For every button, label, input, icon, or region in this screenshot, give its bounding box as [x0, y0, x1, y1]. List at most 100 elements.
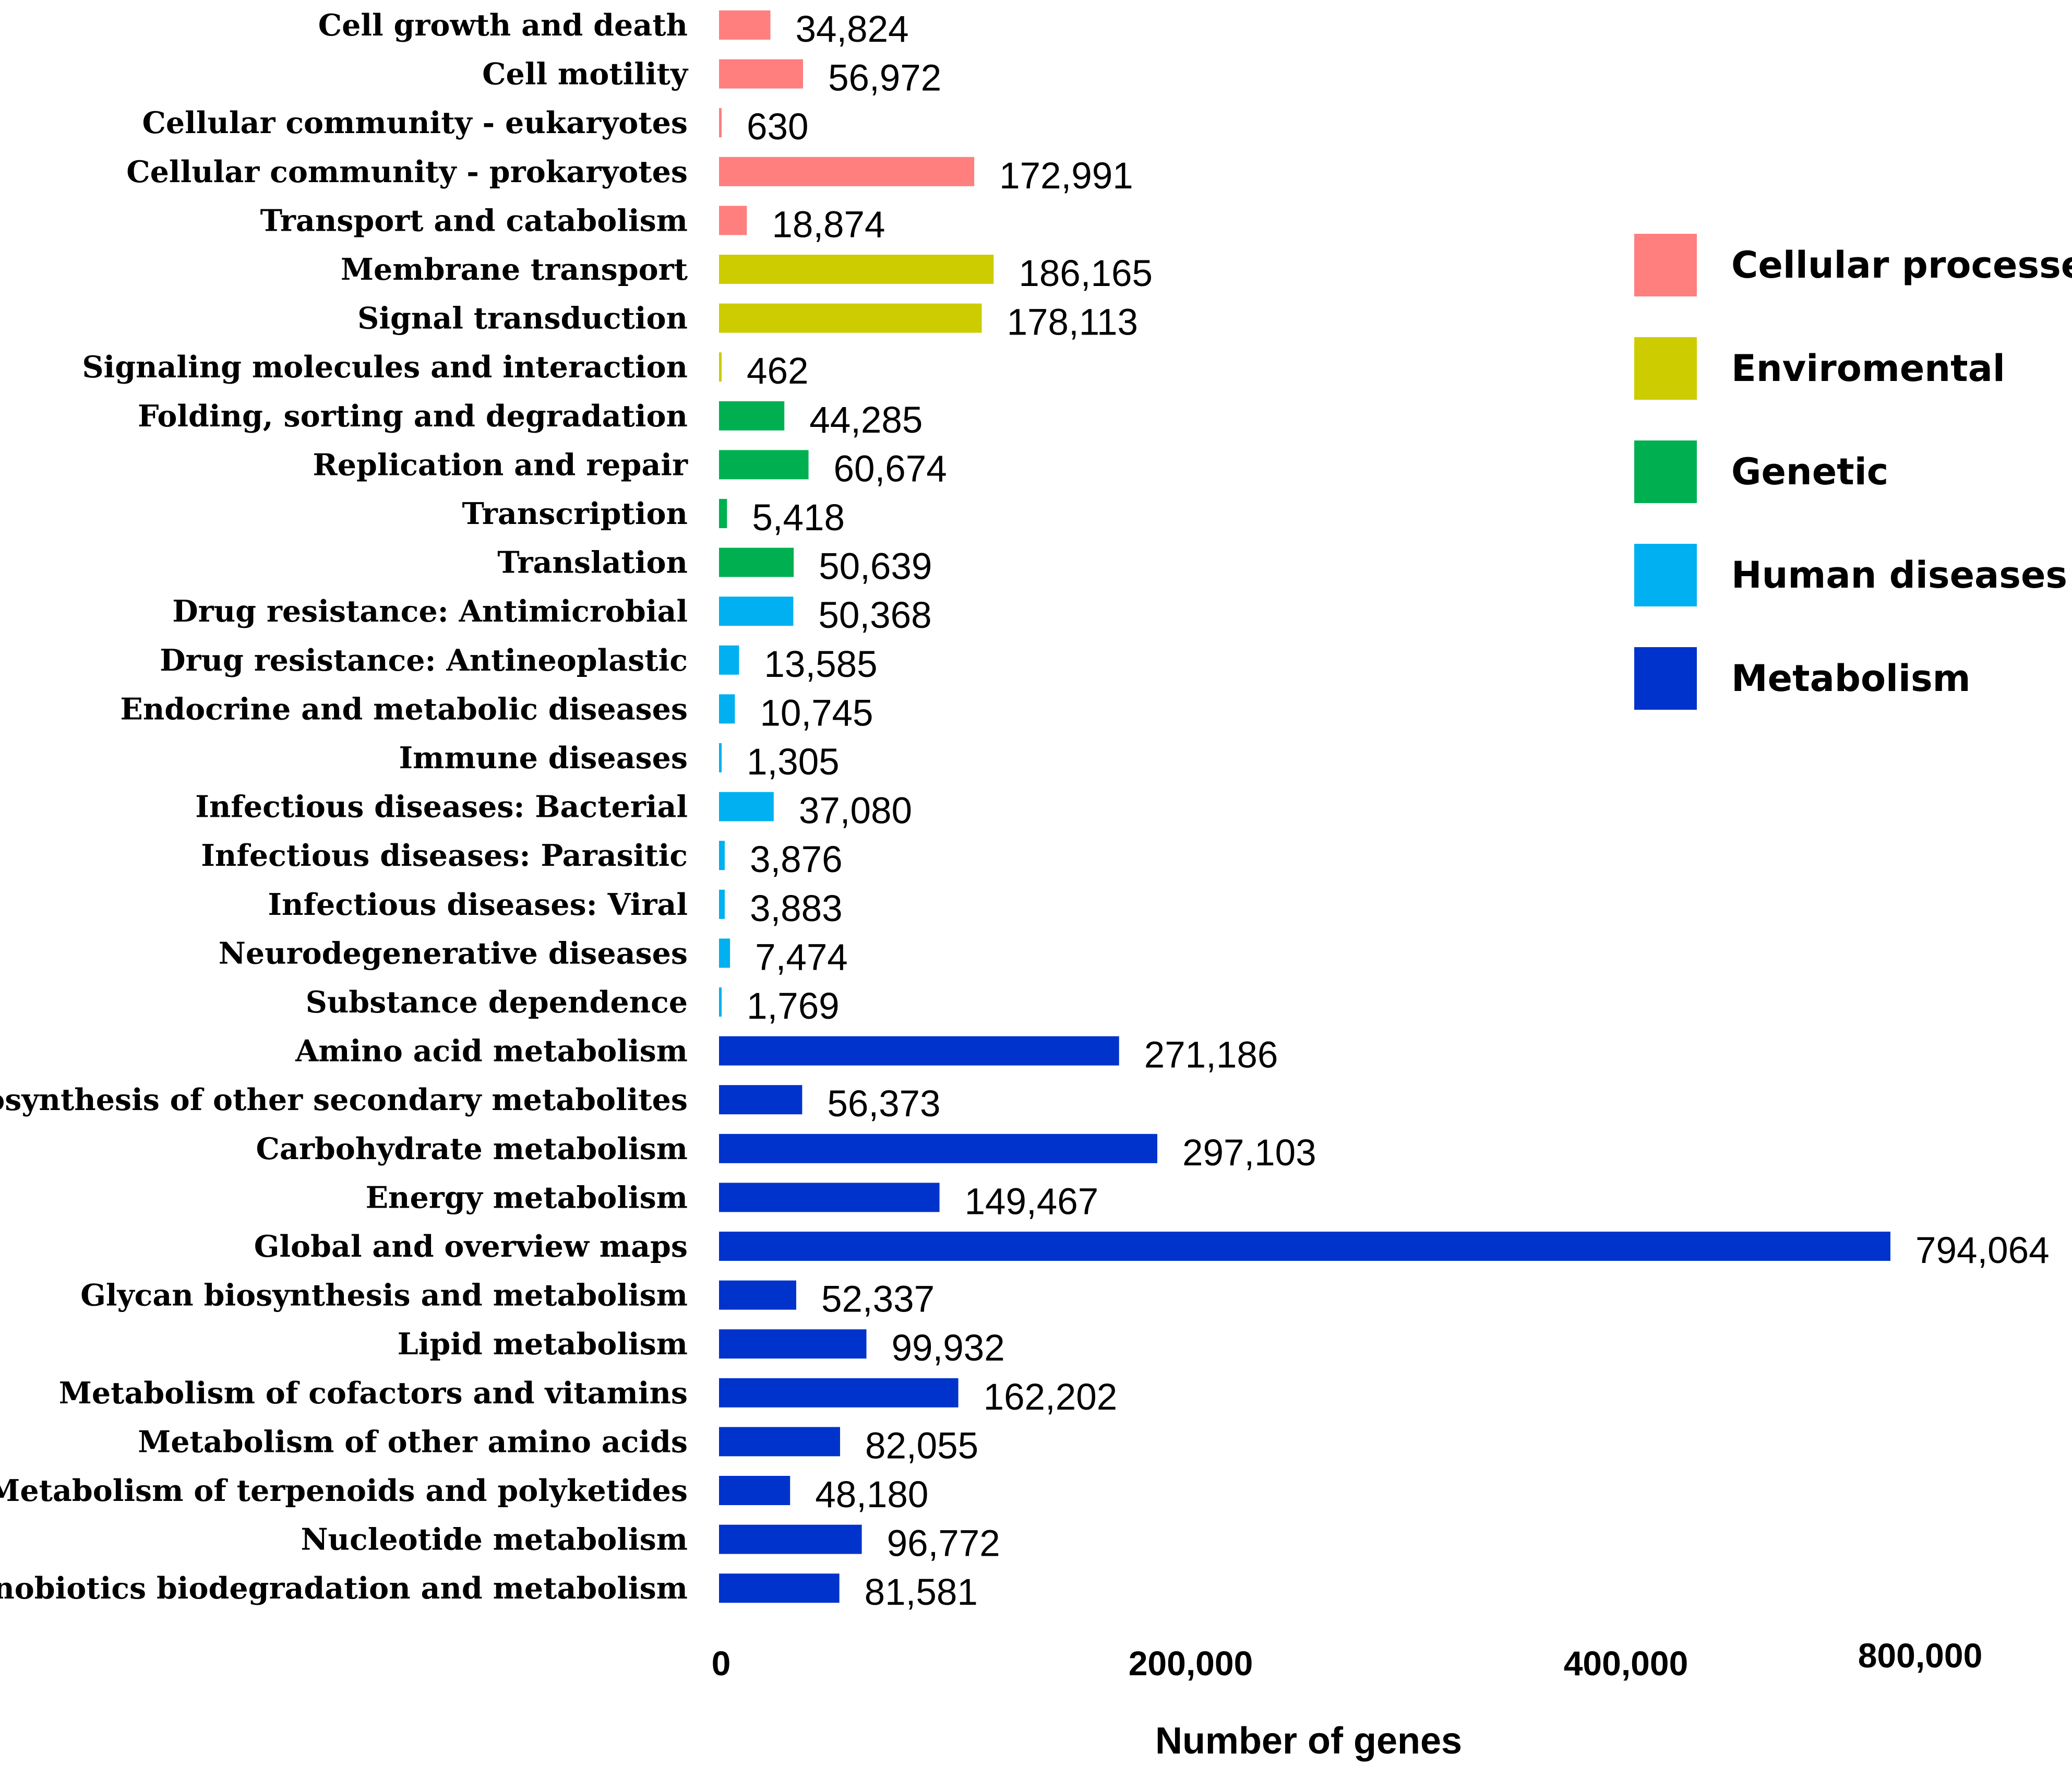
category-label-infectious-diseases-parasitic: Infectious diseases: Parasitic — [201, 838, 688, 873]
bar-glycan-biosynthesis-and-metabolism — [719, 1280, 796, 1310]
bar-infectious-diseases-viral — [719, 889, 725, 919]
x-tick-label: 200,000 — [1129, 1644, 1253, 1683]
legend-swatch-human-diseases — [1634, 544, 1697, 606]
bar-endocrine-and-metabolic-diseases — [719, 694, 735, 724]
category-label-metabolism-of-cofactors-and-vitamins: Metabolism of cofactors and vitamins — [59, 1376, 688, 1411]
x-tick-label: 0 — [712, 1644, 731, 1683]
legend-swatch-genetic — [1634, 440, 1697, 503]
category-label-xenobiotics-biodegradation-and-metabolism: Xenobiotics biodegradation and metabolis… — [0, 1571, 688, 1606]
category-label-substance-dependence: Substance dependence — [306, 985, 688, 1020]
value-label-infectious-diseases-viral: 3,883 — [750, 888, 843, 929]
value-label-metabolism-of-other-amino-acids: 82,055 — [865, 1425, 978, 1466]
bar-signaling-molecules-and-interaction — [719, 352, 722, 382]
value-label-nucleotide-metabolism: 96,772 — [887, 1523, 1000, 1565]
value-label-glycan-biosynthesis-and-metabolism: 52,337 — [821, 1279, 935, 1320]
value-label-folding-sorting-and-degradation: 44,285 — [809, 400, 923, 441]
value-label-neurodegenerative-diseases: 7,474 — [755, 937, 848, 978]
bar-replication-and-repair — [719, 450, 809, 480]
bar-cell-motility — [719, 59, 804, 89]
category-label-drug-resistance-antineoplastic: Drug resistance: Antineoplastic — [160, 643, 688, 678]
value-label-transport-and-catabolism: 18,874 — [772, 204, 885, 245]
category-label-translation: Translation — [497, 545, 688, 580]
bar-cell-growth-and-death — [719, 10, 771, 40]
value-label-infectious-diseases-parasitic: 3,876 — [750, 839, 843, 880]
legend-swatch-enviromental — [1634, 337, 1697, 400]
value-label-carbohydrate-metabolism: 297,103 — [1182, 1132, 1316, 1174]
bar-transport-and-catabolism — [719, 206, 747, 235]
category-label-endocrine-and-metabolic-diseases: Endocrine and metabolic diseases — [120, 691, 688, 726]
bar-carbohydrate-metabolism — [719, 1134, 1157, 1163]
value-label-endocrine-and-metabolic-diseases: 10,745 — [760, 693, 873, 734]
legend-swatch-cellular-processes — [1634, 234, 1697, 296]
category-label-cell-growth-and-death: Cell growth and death — [318, 8, 688, 43]
category-label-drug-resistance-antimicrobial: Drug resistance: Antimicrobial — [172, 594, 688, 629]
bar-biosynthesis-of-other-secondary-metabolites — [719, 1085, 803, 1115]
bar-drug-resistance-antimicrobial — [719, 597, 794, 626]
value-label-drug-resistance-antineoplastic: 13,585 — [764, 644, 877, 685]
category-label-amino-acid-metabolism: Amino acid metabolism — [295, 1034, 688, 1069]
value-label-translation: 50,639 — [819, 546, 932, 588]
bar-metabolism-of-cofactors-and-vitamins — [719, 1378, 959, 1408]
bar-drug-resistance-antineoplastic — [719, 645, 739, 675]
category-label-signaling-molecules-and-interaction: Signaling molecules and interaction — [82, 350, 688, 385]
x-tick-label: 400,000 — [1564, 1644, 1688, 1683]
value-label-infectious-diseases-bacterial: 37,080 — [799, 791, 912, 832]
bar-neurodegenerative-diseases — [719, 938, 730, 968]
bar-signal-transduction — [719, 303, 982, 333]
category-label-biosynthesis-of-other-secondary-metabolites: Biosynthesis of other secondary metaboli… — [0, 1082, 688, 1117]
category-label-neurodegenerative-diseases: Neurodegenerative diseases — [219, 936, 688, 971]
legend-label-genetic: Genetic — [1731, 450, 1888, 493]
category-label-folding-sorting-and-degradation: Folding, sorting and degradation — [138, 399, 688, 434]
value-label-drug-resistance-antimicrobial: 50,368 — [818, 595, 931, 636]
bar-global-and-overview-maps — [719, 1232, 1890, 1261]
bar-immune-diseases — [719, 743, 722, 772]
legend-label-human-diseases: Human diseases — [1731, 554, 2067, 597]
bar-cellular-community-prokaryotes — [719, 157, 975, 186]
category-label-carbohydrate-metabolism: Carbohydrate metabolism — [256, 1131, 688, 1166]
bar-energy-metabolism — [719, 1183, 940, 1212]
legend-swatch-metabolism — [1634, 647, 1697, 710]
value-label-signaling-molecules-and-interaction: 462 — [747, 351, 808, 392]
category-label-replication-and-repair: Replication and repair — [313, 447, 688, 482]
legend-label-enviromental: Enviromental — [1731, 347, 2005, 390]
category-label-glycan-biosynthesis-and-metabolism: Glycan biosynthesis and metabolism — [80, 1278, 688, 1313]
category-label-infectious-diseases-viral: Infectious diseases: Viral — [268, 887, 688, 922]
category-label-transcription: Transcription — [462, 496, 688, 531]
legend-label-metabolism: Metabolism — [1731, 657, 1971, 700]
category-label-lipid-metabolism: Lipid metabolism — [398, 1327, 688, 1362]
bar-translation — [719, 547, 794, 577]
value-label-cellular-community-eukaryotes: 630 — [747, 106, 808, 148]
category-label-metabolism-of-terpenoids-and-polyketides: Metabolism of terpenoids and polyketides — [0, 1473, 688, 1508]
value-label-cell-motility: 56,972 — [828, 58, 941, 99]
value-label-global-and-overview-maps: 794,064 — [1915, 1230, 2050, 1271]
bar-infectious-diseases-parasitic — [719, 841, 725, 870]
value-label-signal-transduction: 178,113 — [1007, 302, 1138, 343]
value-label-membrane-transport: 186,165 — [1019, 253, 1153, 294]
category-label-cellular-community-eukaryotes: Cellular community - eukaryotes — [142, 105, 688, 140]
category-label-energy-metabolism: Energy metabolism — [366, 1180, 688, 1215]
bar-lipid-metabolism — [719, 1329, 867, 1359]
value-label-metabolism-of-cofactors-and-vitamins: 162,202 — [984, 1377, 1118, 1418]
category-label-global-and-overview-maps: Global and overview maps — [254, 1229, 688, 1264]
category-label-cell-motility: Cell motility — [482, 57, 689, 92]
category-label-signal-transduction: Signal transduction — [357, 301, 688, 336]
value-label-cell-growth-and-death: 34,824 — [795, 9, 908, 50]
bar-transcription — [719, 499, 727, 528]
bar-folding-sorting-and-degradation — [719, 401, 785, 431]
value-label-xenobiotics-biodegradation-and-metabolism: 81,581 — [865, 1572, 978, 1613]
value-label-cellular-community-prokaryotes: 172,991 — [999, 156, 1133, 197]
value-label-amino-acid-metabolism: 271,186 — [1144, 1035, 1278, 1076]
bar-nucleotide-metabolism — [719, 1524, 862, 1554]
value-label-energy-metabolism: 149,467 — [965, 1181, 1099, 1222]
value-label-transcription: 5,418 — [752, 497, 845, 539]
bar-cellular-community-eukaryotes — [719, 108, 722, 138]
category-label-immune-diseases: Immune diseases — [399, 741, 688, 776]
category-label-infectious-diseases-bacterial: Infectious diseases: Bacterial — [195, 790, 688, 825]
value-label-substance-dependence: 1,769 — [747, 986, 840, 1027]
value-label-lipid-metabolism: 99,932 — [892, 1328, 1005, 1369]
category-label-membrane-transport: Membrane transport — [341, 252, 688, 287]
legend-label-cellular-processes: Cellular processes — [1731, 244, 2072, 287]
bar-membrane-transport — [719, 255, 994, 284]
value-label-replication-and-repair: 60,674 — [834, 448, 947, 490]
